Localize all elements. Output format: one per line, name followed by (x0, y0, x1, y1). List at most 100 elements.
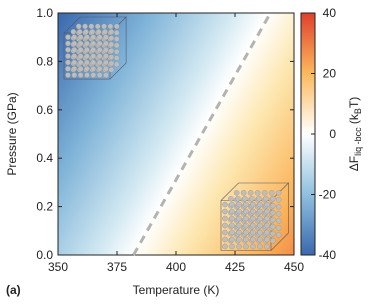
atom (242, 195, 248, 202)
y-tick-label: 0.2 (36, 200, 53, 214)
x-axis-label: Temperature (K) (133, 283, 220, 297)
atom (90, 72, 97, 78)
x-tick-label: 350 (48, 260, 68, 274)
atom (270, 230, 276, 237)
atom (70, 28, 77, 35)
atom (96, 47, 103, 53)
colorbar-label-sub: liq -bcc (353, 127, 363, 156)
x-tick-label: 375 (107, 260, 127, 274)
atom (257, 236, 263, 243)
colorbar-label: ΔFliq -bcc (kBT) (347, 97, 363, 172)
crystal-inset (220, 182, 290, 251)
atom (65, 53, 71, 59)
crystal-inset (63, 16, 127, 80)
atom (236, 215, 242, 222)
atom (268, 190, 275, 196)
atom (275, 232, 282, 238)
atom (270, 237, 276, 244)
atom (84, 72, 90, 78)
atom (250, 201, 256, 208)
atom (108, 66, 115, 73)
atom (256, 195, 262, 202)
atom (229, 201, 235, 208)
atom (77, 53, 84, 59)
atom (113, 48, 120, 55)
colorbar-tick-label: 40 (323, 6, 337, 20)
colorbar-tick-label: 0 (329, 127, 336, 141)
atom (264, 243, 270, 250)
atom (257, 201, 263, 208)
atom (90, 66, 97, 72)
atom (236, 208, 242, 215)
atom (236, 243, 242, 250)
atom (96, 66, 103, 72)
atom (229, 243, 235, 250)
atom (65, 40, 71, 47)
atom (236, 229, 242, 236)
atom (243, 243, 249, 250)
atom (83, 28, 89, 35)
atom (95, 28, 102, 35)
atom (76, 28, 83, 35)
atom (108, 41, 115, 48)
colorbar-label-unit-end: T) (347, 97, 361, 108)
atom (65, 59, 71, 66)
atom (84, 53, 90, 59)
atom (275, 211, 282, 217)
atom (228, 195, 234, 202)
atom (264, 201, 270, 208)
atom (257, 208, 263, 215)
atom (243, 208, 249, 215)
panel-label: (a) (6, 283, 21, 297)
atom (264, 208, 270, 215)
atom (102, 28, 108, 35)
atom (254, 190, 261, 196)
y-tick-label: 0.0 (36, 248, 53, 262)
atom (247, 190, 254, 196)
atom (108, 28, 115, 35)
atom (222, 208, 228, 215)
colorbar-tick-label: 20 (323, 67, 337, 81)
atom (77, 66, 84, 72)
atom (77, 34, 84, 40)
atom (103, 47, 109, 53)
atom (243, 236, 249, 243)
atom (264, 229, 270, 236)
atom (250, 236, 256, 243)
atom (229, 236, 235, 243)
atom (236, 222, 242, 229)
atom (77, 72, 84, 78)
atom (222, 222, 228, 229)
atom (77, 59, 84, 66)
atom (229, 215, 235, 222)
atom (236, 236, 242, 243)
atom (71, 59, 78, 66)
atom (229, 222, 235, 229)
atom (103, 53, 109, 59)
atom (103, 40, 109, 47)
atom (84, 34, 90, 40)
atom (82, 23, 88, 30)
atom (275, 197, 282, 203)
atom (113, 36, 120, 42)
atom (113, 23, 120, 30)
atom (71, 47, 78, 53)
atom (235, 195, 241, 202)
x-tick-label: 425 (225, 260, 245, 274)
atom (222, 201, 228, 208)
atom (84, 47, 90, 53)
atom (84, 59, 90, 66)
atom (263, 195, 269, 202)
y-tick-label: 1.0 (36, 6, 53, 20)
atom (243, 222, 249, 229)
atom (270, 209, 276, 216)
atom (222, 236, 228, 243)
y-tick-label: 0.4 (36, 151, 53, 165)
atom (107, 23, 114, 30)
atom (250, 229, 256, 236)
atom (103, 72, 109, 78)
x-tick-label: 400 (166, 260, 186, 274)
atom (236, 201, 242, 208)
atom (250, 222, 256, 229)
